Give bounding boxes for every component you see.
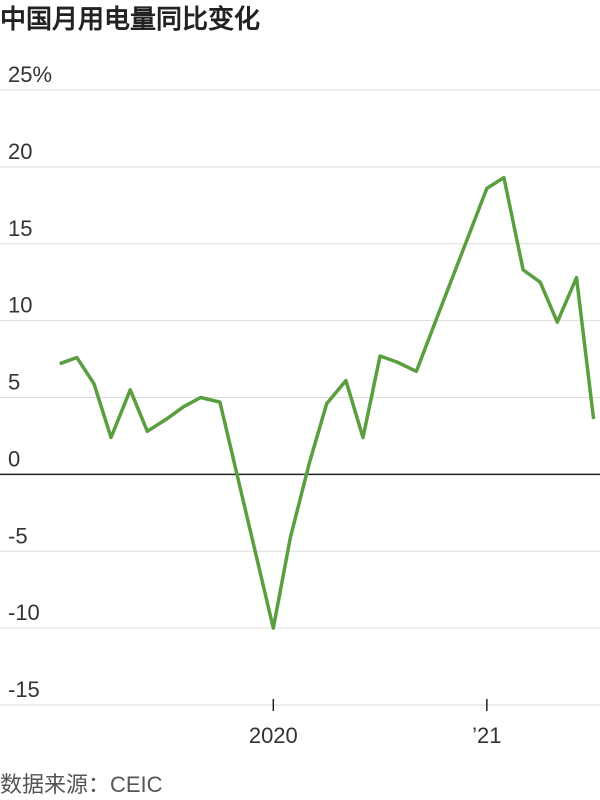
y-tick-label: 15: [8, 216, 32, 241]
y-tick-label: 0: [8, 446, 20, 471]
y-tick-label: 10: [8, 293, 32, 318]
y-tick-label: 25%: [8, 62, 52, 87]
line: [59, 175, 596, 630]
chart-title: 中国月用电量同比变化: [0, 4, 260, 34]
y-tick-label: 5: [8, 370, 20, 395]
x-tick-label: 2020: [249, 723, 298, 748]
y-tick-label: -15: [8, 677, 40, 702]
y-tick-label: -10: [8, 600, 40, 625]
x-tick-label: ’21: [472, 723, 501, 748]
source: 数据来源：CEIC: [0, 772, 163, 797]
y-tick-label: -5: [8, 523, 28, 548]
y-tick-label: 20: [8, 139, 32, 164]
